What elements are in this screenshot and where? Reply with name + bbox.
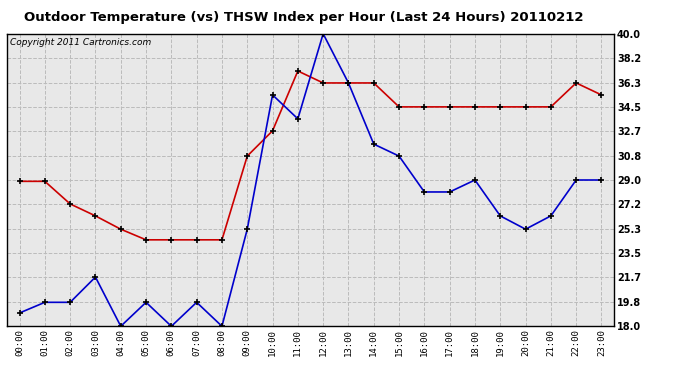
Text: Outdoor Temperature (vs) THSW Index per Hour (Last 24 Hours) 20110212: Outdoor Temperature (vs) THSW Index per … (24, 11, 583, 24)
Text: Copyright 2011 Cartronics.com: Copyright 2011 Cartronics.com (10, 38, 151, 47)
